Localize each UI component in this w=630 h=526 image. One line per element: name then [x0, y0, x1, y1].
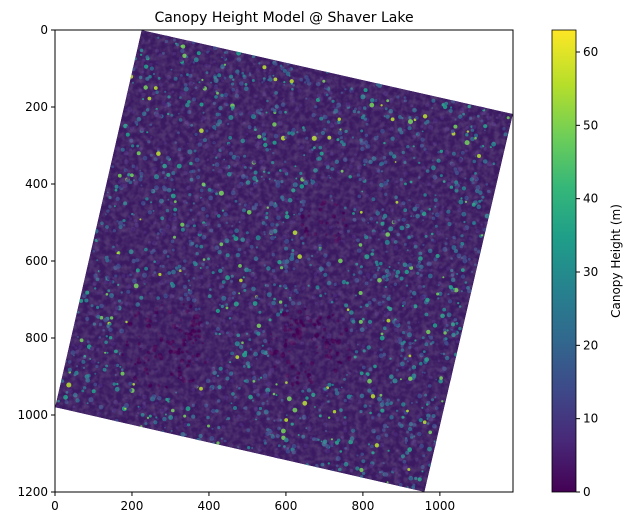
colorbar-tick-label: 10 [583, 412, 598, 426]
colorbar-tick-label: 50 [583, 118, 598, 132]
raster-texture [55, 30, 513, 492]
y-tick-label: 0 [40, 23, 48, 37]
x-tick-label: 200 [121, 499, 144, 513]
colorbar-tick-label: 60 [583, 45, 598, 59]
x-tick-label: 600 [274, 499, 297, 513]
y-axis: 0 200 400 600 800 1000 1200 [17, 23, 55, 499]
x-tick-label: 1000 [425, 499, 456, 513]
y-tick-label: 1000 [17, 408, 48, 422]
colorbar-label: Canopy Height (m) [609, 204, 623, 318]
x-axis: 0 200 400 600 800 1000 [51, 492, 455, 513]
chart-title: Canopy Height Model @ Shaver Lake [154, 10, 413, 26]
canopy-raster [55, 30, 513, 492]
colorbar-tick-label: 20 [583, 338, 598, 352]
colorbar-tick-label: 30 [583, 265, 598, 279]
x-tick-label: 800 [351, 499, 374, 513]
colorbar [551, 29, 577, 493]
y-tick-label: 800 [25, 331, 48, 345]
y-tick-label: 200 [25, 100, 48, 114]
y-tick-label: 1200 [17, 485, 48, 499]
colorbar-axis: 0 10 20 30 40 50 60 [576, 45, 598, 499]
x-tick-label: 400 [197, 499, 220, 513]
colorbar-tick-label: 0 [583, 485, 591, 499]
y-tick-label: 600 [25, 254, 48, 268]
x-tick-label: 0 [51, 499, 59, 513]
y-tick-label: 400 [25, 177, 48, 191]
colorbar-tick-label: 40 [583, 192, 598, 206]
